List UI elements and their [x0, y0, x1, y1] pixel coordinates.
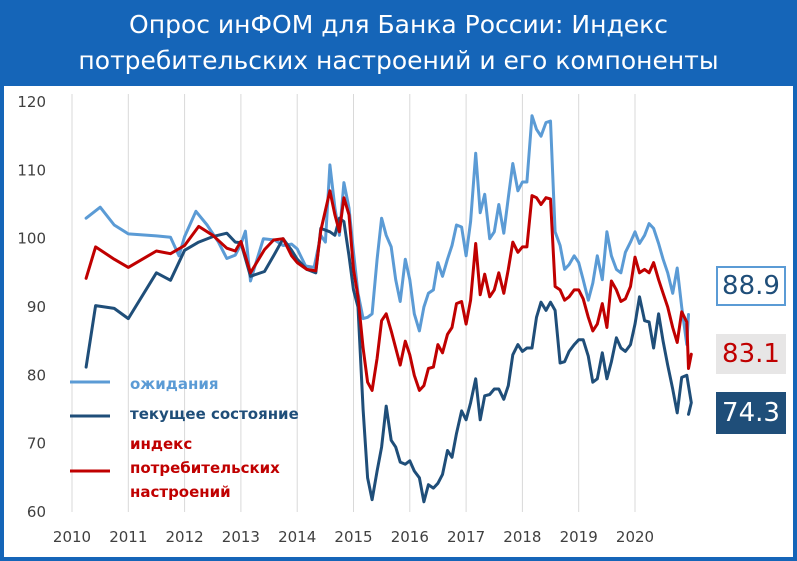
x-tick-label: 2016 [391, 528, 429, 546]
x-tick-label: 2020 [616, 528, 654, 546]
series-line-1 [84, 216, 693, 504]
legend-label: потребительских [130, 459, 280, 477]
y-tick-label: 110 [17, 161, 46, 179]
last-value-badge-1: 83.1 [716, 334, 786, 374]
x-tick-label: 2013 [222, 528, 260, 546]
y-tick-label: 70 [27, 435, 46, 453]
x-axis-ticks: 2010 2011 2012 2013 2014 2015 2016 2017 2018 2019… [53, 528, 654, 546]
grid-lines [71, 94, 636, 512]
plot-area [4, 86, 793, 557]
x-tick-label: 2018 [503, 528, 541, 546]
x-tick-label: 2019 [560, 528, 598, 546]
x-tick-label: 2012 [166, 528, 204, 546]
chart-title-line-1: Опрос инФОМ для Банка России: Индекс [129, 10, 668, 39]
last-value-badge-0: 88.9 [716, 266, 786, 306]
legend-label: индекс [130, 435, 192, 453]
y-tick-label: 120 [17, 93, 46, 111]
y-tick-label: 100 [17, 230, 46, 248]
series-line-0 [84, 114, 690, 347]
x-tick-label: 2017 [447, 528, 485, 546]
last-value-badge-2: 74.3 [716, 392, 786, 434]
x-tick-label: 2015 [334, 528, 372, 546]
series-lines [84, 114, 693, 504]
y-axis-ticks: 60 70 80 90 100 110 120 [17, 93, 46, 521]
legend-label: ожидания [130, 375, 218, 393]
chart-title-line-2: потребительских настроений и его компоне… [78, 46, 719, 75]
x-tick-label: 2014 [278, 528, 316, 546]
chart-title: Опрос инФОМ для Банка России: Индекс пот… [0, 0, 797, 86]
y-tick-label: 60 [27, 503, 46, 521]
series-line-2 [84, 189, 693, 392]
x-tick-label: 2010 [53, 528, 91, 546]
legend-label: настроений [130, 483, 231, 501]
x-tick-label: 2011 [109, 528, 147, 546]
legend: ожидания текущее состояние индекс потребите… [70, 375, 299, 501]
legend-label: текущее состояние [130, 405, 299, 423]
y-tick-label: 80 [27, 366, 46, 384]
y-tick-label: 90 [27, 298, 46, 316]
